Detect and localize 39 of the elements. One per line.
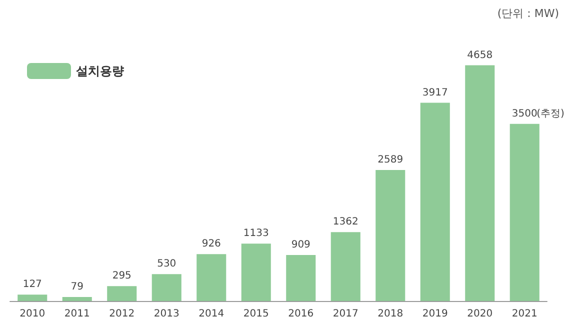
x-tick-label: 2013 <box>154 308 180 320</box>
bar <box>376 170 406 301</box>
x-tick-label: 2020 <box>467 308 493 320</box>
bar <box>465 65 495 301</box>
x-tick-label: 2010 <box>20 308 46 320</box>
data-label: 909 <box>291 240 310 251</box>
data-label: 1133 <box>243 228 269 240</box>
data-label: 4658 <box>467 50 493 61</box>
bar <box>420 102 450 301</box>
x-tick-label: 2014 <box>198 308 224 320</box>
legend-label: 설치용량 <box>75 64 124 78</box>
data-label: 530 <box>157 258 176 270</box>
bar <box>62 297 92 301</box>
bar <box>107 286 137 301</box>
bar <box>18 294 48 301</box>
bar <box>241 244 271 301</box>
x-tick-label: 2011 <box>64 308 90 320</box>
data-label: 2589 <box>378 154 404 166</box>
x-tick-label: 2012 <box>109 308 135 320</box>
annotation: (추정) <box>536 108 565 120</box>
data-label: 3917 <box>422 87 448 98</box>
x-tick-label: 2016 <box>288 308 314 320</box>
data-label: 127 <box>22 279 42 290</box>
bar <box>510 124 540 301</box>
data-label: 3500 <box>512 108 538 120</box>
bar <box>286 255 316 301</box>
data-label: 926 <box>202 238 221 250</box>
bar <box>330 232 360 301</box>
x-tick-label: 2015 <box>243 308 269 320</box>
bar <box>152 274 182 301</box>
data-label: 1362 <box>332 216 358 228</box>
x-tick-label: 2017 <box>332 308 358 320</box>
data-label: 79 <box>70 282 84 293</box>
bar <box>196 254 226 301</box>
data-label: 295 <box>112 270 132 282</box>
x-tick-label: 2021 <box>512 308 538 320</box>
x-tick-label: 2019 <box>422 308 448 320</box>
text: (단위 : MW) <box>497 7 560 20</box>
x-tick-label: 2018 <box>378 308 404 320</box>
